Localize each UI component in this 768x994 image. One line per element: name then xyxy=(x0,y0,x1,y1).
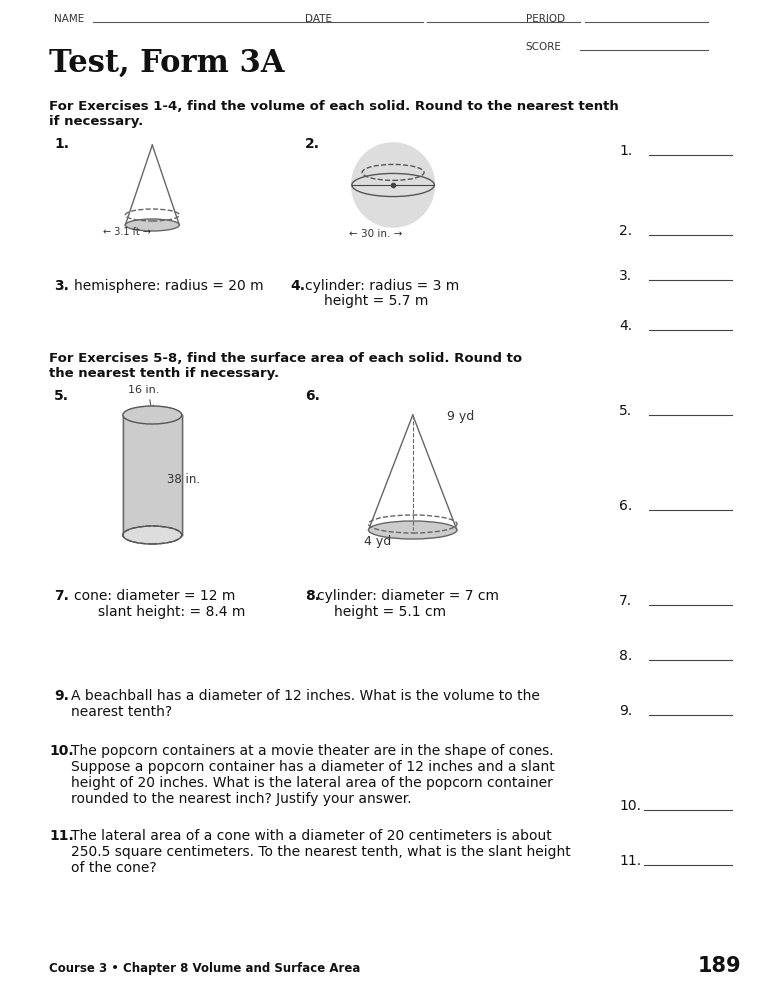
Text: 16 in.: 16 in. xyxy=(127,385,159,395)
Text: 8.: 8. xyxy=(619,649,632,663)
Text: slant height: = 8.4 m: slant height: = 8.4 m xyxy=(98,605,246,619)
Text: 7.: 7. xyxy=(54,589,69,603)
Text: 5.: 5. xyxy=(54,389,69,403)
Text: 250.5 square centimeters. To the nearest tenth, what is the slant height: 250.5 square centimeters. To the nearest… xyxy=(71,845,571,859)
Text: 1.: 1. xyxy=(619,144,632,158)
Text: 11.: 11. xyxy=(619,854,641,868)
Text: cylinder: radius = 3 m: cylinder: radius = 3 m xyxy=(305,279,459,293)
Text: 6.: 6. xyxy=(305,389,319,403)
Text: ← 30 in. →: ← 30 in. → xyxy=(349,229,402,239)
Text: of the cone?: of the cone? xyxy=(71,861,157,875)
Text: Course 3 • Chapter 8 Volume and Surface Area: Course 3 • Chapter 8 Volume and Surface … xyxy=(49,962,360,975)
Text: 9.: 9. xyxy=(619,704,632,718)
Text: rounded to the nearest inch? Justify your answer.: rounded to the nearest inch? Justify you… xyxy=(71,792,412,806)
Text: 8.: 8. xyxy=(305,589,319,603)
Text: DATE: DATE xyxy=(305,14,332,24)
Text: 3.: 3. xyxy=(619,269,632,283)
Polygon shape xyxy=(123,415,182,535)
Text: 4 yd: 4 yd xyxy=(363,535,391,548)
Circle shape xyxy=(352,143,435,227)
Text: 6.: 6. xyxy=(619,499,632,513)
Text: A beachball has a diameter of 12 inches. What is the volume to the: A beachball has a diameter of 12 inches.… xyxy=(71,689,540,703)
Text: Test, Form 3A: Test, Form 3A xyxy=(49,48,285,79)
Text: 9 yd: 9 yd xyxy=(447,410,475,423)
Text: 10.: 10. xyxy=(619,799,641,813)
Text: 7.: 7. xyxy=(619,594,632,608)
Text: height = 5.7 m: height = 5.7 m xyxy=(324,294,429,308)
Text: 2.: 2. xyxy=(305,137,319,151)
Text: height of 20 inches. What is the lateral area of the popcorn container: height of 20 inches. What is the lateral… xyxy=(71,776,553,790)
Text: SCORE: SCORE xyxy=(526,42,561,52)
Text: 11.: 11. xyxy=(49,829,74,843)
Text: The popcorn containers at a movie theater are in the shape of cones.: The popcorn containers at a movie theate… xyxy=(71,744,554,758)
Text: 1.: 1. xyxy=(54,137,69,151)
Text: if necessary.: if necessary. xyxy=(49,115,144,128)
Text: PERIOD: PERIOD xyxy=(526,14,564,24)
Text: 3.: 3. xyxy=(54,279,69,293)
Text: 4.: 4. xyxy=(290,279,305,293)
Ellipse shape xyxy=(369,521,457,539)
Text: 10.: 10. xyxy=(49,744,74,758)
Text: ← 3.1 ft →: ← 3.1 ft → xyxy=(103,227,151,237)
Text: 2.: 2. xyxy=(619,224,632,238)
Ellipse shape xyxy=(123,406,182,424)
Text: hemisphere: radius = 20 m: hemisphere: radius = 20 m xyxy=(74,279,263,293)
Ellipse shape xyxy=(123,526,182,544)
Text: NAME: NAME xyxy=(54,14,84,24)
Text: cylinder: diameter = 7 cm: cylinder: diameter = 7 cm xyxy=(317,589,499,603)
Text: cone: diameter = 12 m: cone: diameter = 12 m xyxy=(74,589,235,603)
Ellipse shape xyxy=(125,219,180,231)
Text: The lateral area of a cone with a diameter of 20 centimeters is about: The lateral area of a cone with a diamet… xyxy=(71,829,551,843)
Text: nearest tenth?: nearest tenth? xyxy=(71,705,172,719)
Text: the nearest tenth if necessary.: the nearest tenth if necessary. xyxy=(49,367,280,380)
Text: For Exercises 5-8, find the surface area of each solid. Round to: For Exercises 5-8, find the surface area… xyxy=(49,352,522,365)
Text: 38 in.: 38 in. xyxy=(167,473,200,486)
Text: height = 5.1 cm: height = 5.1 cm xyxy=(334,605,446,619)
Text: Suppose a popcorn container has a diameter of 12 inches and a slant: Suppose a popcorn container has a diamet… xyxy=(71,760,554,774)
Text: 5.: 5. xyxy=(619,404,632,418)
Text: 9.: 9. xyxy=(54,689,69,703)
Text: For Exercises 1-4, find the volume of each solid. Round to the nearest tenth: For Exercises 1-4, find the volume of ea… xyxy=(49,100,619,113)
Text: 4.: 4. xyxy=(619,319,632,333)
Text: 189: 189 xyxy=(697,956,741,976)
